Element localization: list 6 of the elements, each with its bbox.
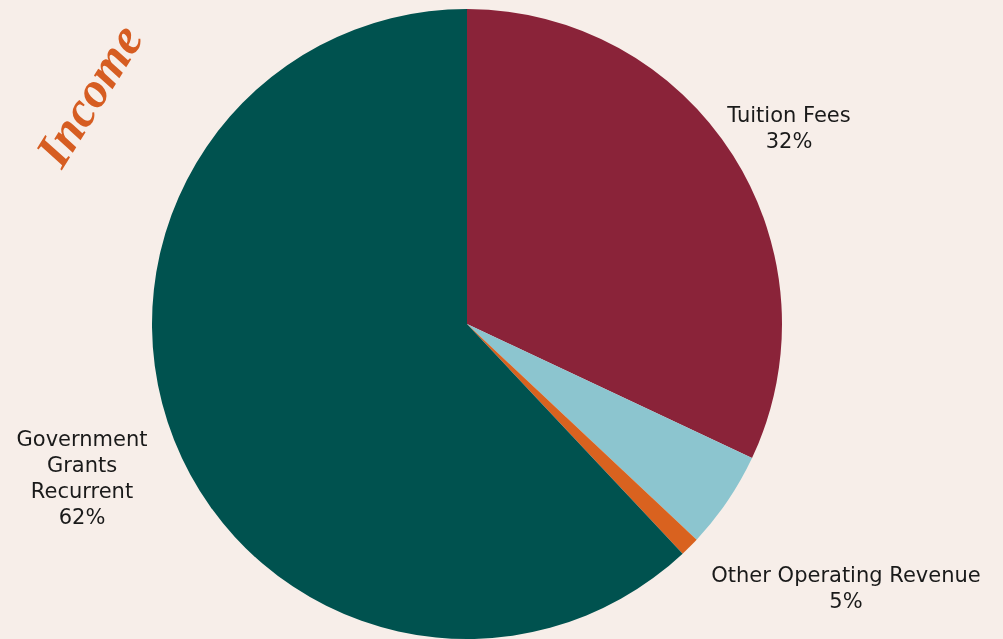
slice-label: Other Operating Revenue	[711, 562, 981, 587]
data-label: 5%	[829, 588, 863, 613]
data-label: 62%	[58, 504, 106, 529]
slice-label: Government Grants Recurrent	[16, 426, 148, 503]
data-label: 32%	[765, 128, 813, 153]
slice-label: Tuition Fees	[726, 102, 851, 127]
